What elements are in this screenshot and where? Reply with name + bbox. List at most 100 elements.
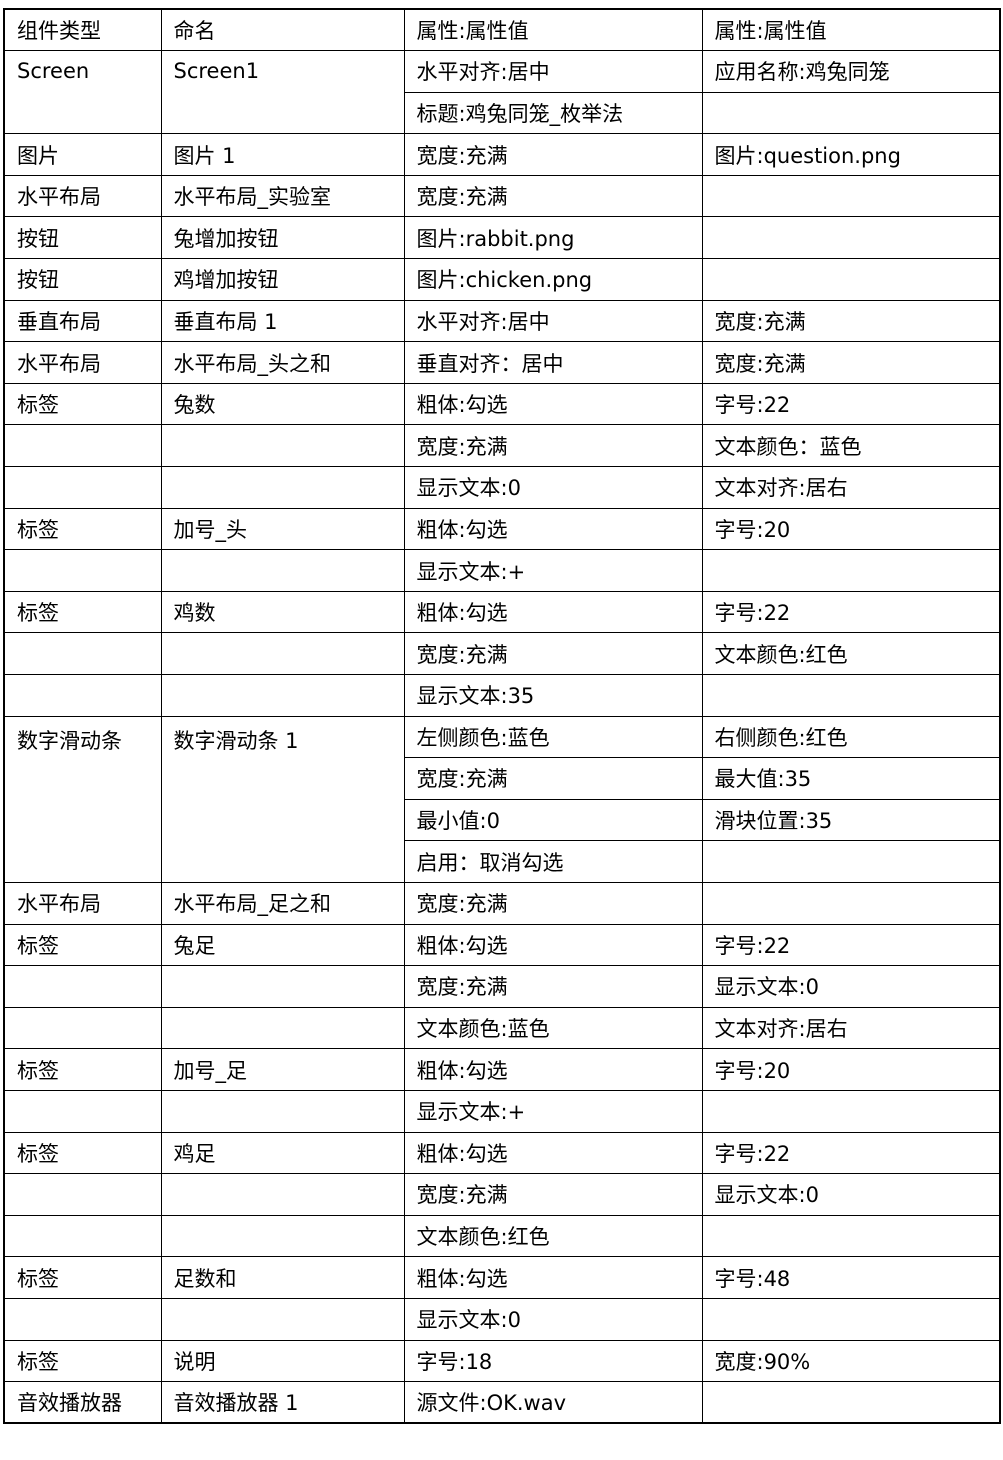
table-cell: 宽度:充满 (403, 424, 703, 468)
table-cell: 水平布局_头之和 (160, 341, 405, 384)
table-row: 标签 加号_足 粗体:勾选 字号:20 (3, 1048, 1001, 1091)
table-cell: 数字滑动条 (3, 715, 162, 883)
empty-cell (3, 549, 162, 592)
empty-cell (701, 174, 1001, 218)
table-row: 文本颜色:红色 (3, 1214, 1001, 1258)
table-cell: 垂直对齐：居中 (403, 341, 703, 384)
table-cell: 数字滑动条 1 (160, 715, 405, 883)
table-cell: 标签 (3, 590, 162, 634)
empty-cell (701, 216, 1001, 260)
table-cell: 最小值:0 (403, 798, 703, 842)
empty-cell (3, 1089, 162, 1133)
table-cell: 显示文本:35 (403, 674, 703, 717)
empty-cell (3, 424, 162, 468)
table-cell: 粗体:勾选 (403, 923, 703, 967)
table-cell: 兔足 (160, 923, 405, 967)
table-cell: 粗体:勾选 (403, 507, 703, 551)
table-row: 标签 鸡数 粗体:勾选 字号:22 (3, 590, 1001, 634)
table-cell: 组件类型 (3, 8, 162, 52)
empty-cell (160, 466, 405, 509)
empty-cell (701, 1214, 1001, 1258)
empty-cell (3, 674, 162, 717)
table-row: 宽度:充满 显示文本:0 (3, 1173, 1001, 1216)
component-table: 组件类型 命名 属性:属性值 属性:属性值 Screen Screen1 水平对齐:居中 应用… (3, 8, 1001, 1425)
table-cell: 文本对齐:居右 (701, 1006, 1001, 1050)
table-row: 最小值:0 滑块位置:35 (4, 798, 1001, 842)
table-cell: 属性:属性值 (403, 8, 703, 52)
table-cell: 粗体:勾选 (403, 1256, 703, 1299)
table-cell: 兔数 (160, 382, 405, 426)
table-cell: 说明 (160, 1339, 405, 1383)
table-cell: 粗体:勾选 (403, 590, 703, 634)
table-cell: 标签 (3, 382, 162, 426)
table-cell: 垂直布局 1 (160, 299, 405, 343)
empty-cell (160, 632, 405, 675)
table-cell: 水平布局 (3, 341, 162, 384)
table-row: 水平布局 水平布局_头之和 垂直对齐：居中 宽度:充满 (3, 341, 1001, 384)
table-cell: 源文件:OK.wav (403, 1381, 703, 1424)
empty-cell (701, 91, 1001, 135)
table-row: 文本颜色:蓝色 文本对齐:居右 (3, 1006, 1001, 1050)
table-cell: 字号:20 (701, 1048, 1001, 1091)
table-row: 显示文本:+ (3, 1089, 1001, 1133)
table-row: 标签 加号_头 粗体:勾选 字号:20 (3, 507, 1001, 551)
empty-cell (160, 965, 405, 1008)
table-cell: 粗体:勾选 (403, 382, 703, 426)
empty-cell (701, 1297, 1001, 1341)
empty-cell (160, 674, 405, 717)
empty-cell (3, 1297, 162, 1341)
empty-cell (160, 1089, 405, 1133)
table-row: 水平布局 水平布局_足之和 宽度:充满 (3, 881, 1001, 925)
empty-cell (160, 1006, 405, 1050)
empty-cell (701, 258, 1001, 301)
empty-cell (3, 466, 162, 509)
table-cell: 粗体:勾选 (403, 1048, 703, 1091)
table-cell: 按钮 (3, 258, 162, 301)
table-row: 显示文本:0 (3, 1297, 1001, 1341)
table-cell: 显示文本:0 (403, 1297, 703, 1341)
table-row: 标题:鸡兔同笼_枚举法 (4, 91, 1001, 135)
table-row: 宽度:充满 显示文本:0 (3, 965, 1001, 1008)
table-cell: 音效播放器 1 (160, 1381, 405, 1424)
table-cell: 应用名称:鸡兔同笼 (701, 50, 1001, 93)
table-cell: 图片 1 (160, 133, 405, 176)
table-row: 图片 图片 1 宽度:充满 图片:question.png (3, 133, 1001, 176)
table-cell: 标签 (3, 507, 162, 551)
empty-cell (3, 1173, 162, 1216)
table-cell: 最大值:35 (701, 757, 1001, 800)
table-cell: 鸡增加按钮 (160, 258, 405, 301)
table-row: 按钮 兔增加按钮 图片:rabbit.png (3, 216, 1001, 260)
table-cell: 文本颜色:红色 (403, 1214, 703, 1258)
table-row: 数字滑动条 数字滑动条 1 左侧颜色:蓝色 右侧颜色:红色 (3, 715, 1001, 883)
table-cell: 宽度:充满 (403, 174, 703, 218)
table-row: 标签 足数和 粗体:勾选 字号:48 (3, 1256, 1001, 1299)
empty-cell (701, 674, 1001, 717)
table-cell: 启用：取消勾选 (403, 840, 703, 883)
table-cell: 图片 (3, 133, 162, 176)
empty-cell (701, 549, 1001, 592)
table-cell: 字号:22 (701, 590, 1001, 634)
table-cell: 标题:鸡兔同笼_枚举法 (403, 91, 703, 135)
table-cell: 字号:22 (701, 382, 1001, 426)
table-cell: 显示文本:0 (403, 466, 703, 509)
table-cell: 水平对齐:居中 (403, 50, 703, 93)
table-cell: 鸡足 (160, 1131, 405, 1175)
table-cell: 显示文本:+ (403, 549, 703, 592)
table-cell: 加号_足 (160, 1048, 405, 1091)
table-row: 垂直布局 垂直布局 1 水平对齐:居中 宽度:充满 (3, 299, 1001, 343)
empty-cell (701, 881, 1001, 925)
table-cell: 图片:rabbit.png (403, 216, 703, 260)
table-cell: 水平布局 (3, 174, 162, 218)
table-cell: 宽度:充满 (403, 881, 703, 925)
table-row: 显示文本:+ (3, 549, 1001, 592)
table-cell: Screen1 (160, 50, 405, 135)
table-cell: 标签 (3, 1339, 162, 1383)
table-cell: 宽度:充满 (403, 1173, 703, 1216)
table-cell: 宽度:充满 (403, 632, 703, 675)
empty-cell (3, 632, 162, 675)
table-body: 组件类型 命名 属性:属性值 属性:属性值 Screen Screen1 水平对齐:居中 应用… (3, 8, 1001, 1424)
table-cell: 音效播放器 (3, 1381, 162, 1424)
empty-cell (701, 1089, 1001, 1133)
empty-cell (160, 1297, 405, 1341)
